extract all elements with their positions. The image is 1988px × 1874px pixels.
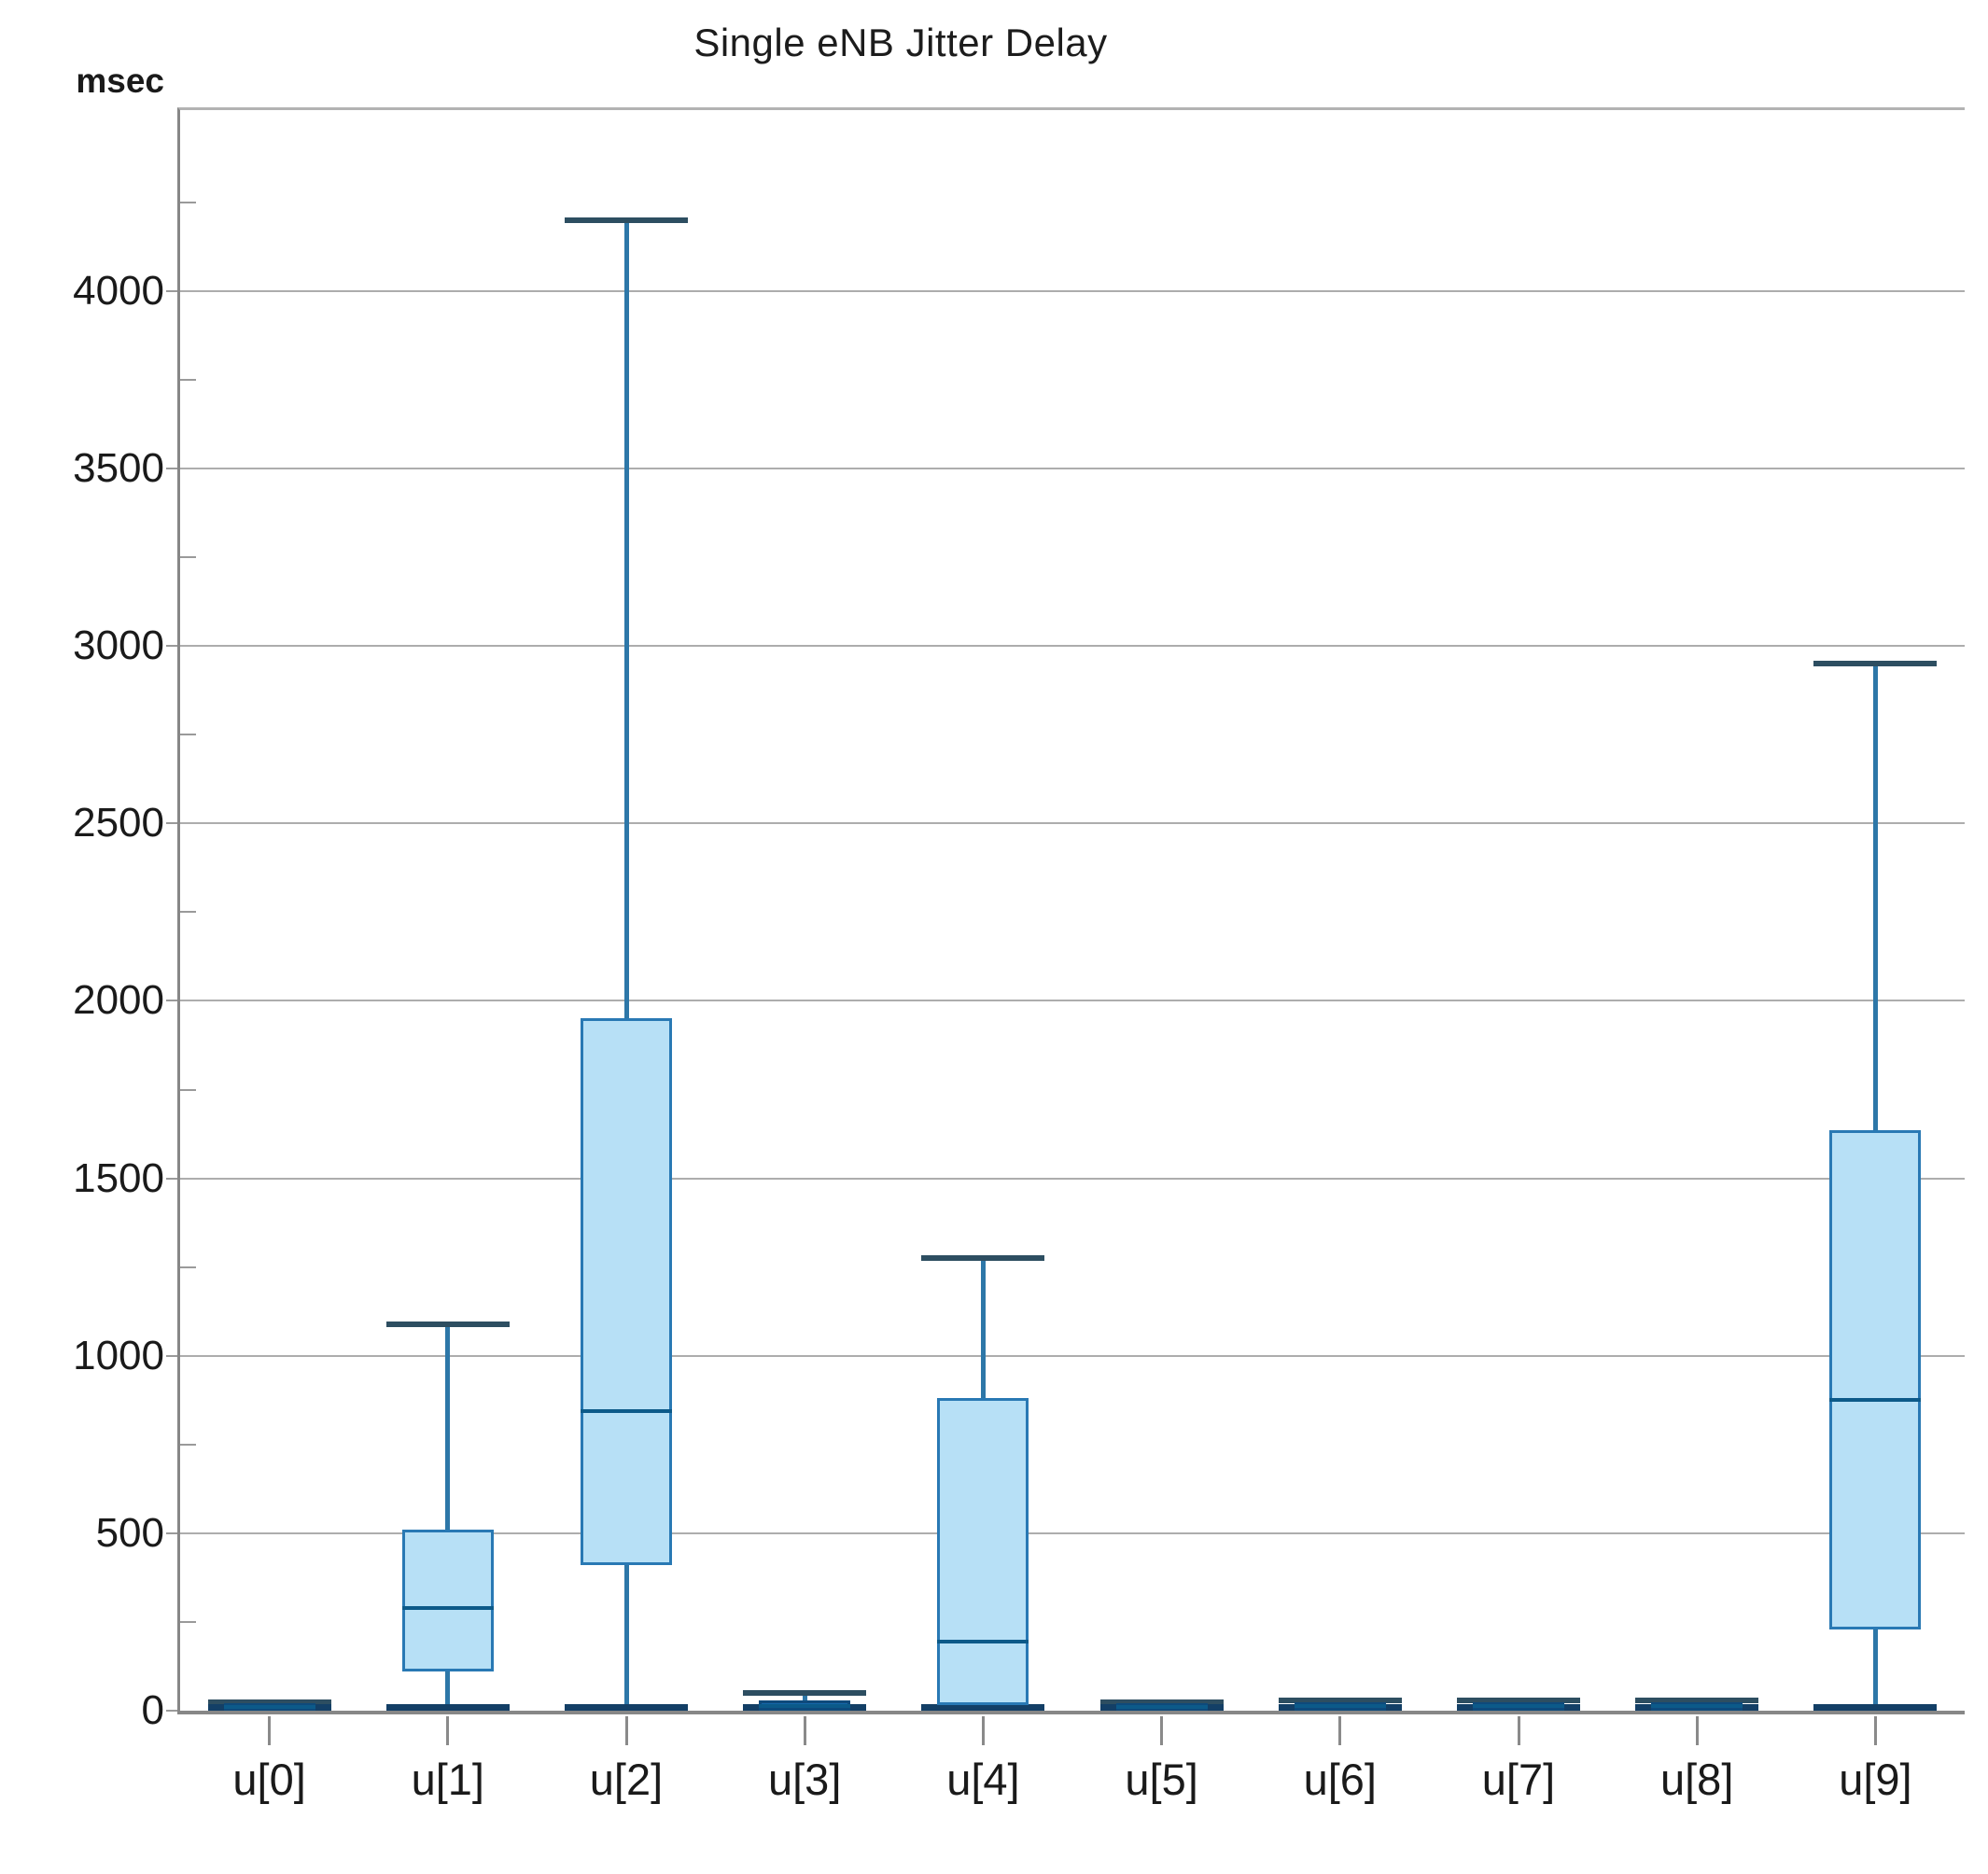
gridline-3500	[180, 468, 1965, 470]
whisker-cap-bottom	[1813, 1704, 1938, 1711]
x-tick-label-9: u[9]	[1839, 1755, 1912, 1804]
y-axis-major-tick	[166, 1354, 177, 1357]
median-line	[1115, 1705, 1208, 1710]
chart-title: Single eNB Jitter Delay	[693, 21, 1108, 64]
x-axis-tick	[1160, 1716, 1164, 1745]
y-axis-major-tick	[166, 1531, 177, 1534]
y-axis-minor-tick	[180, 911, 196, 914]
y-axis-major-tick	[166, 645, 177, 648]
median-line	[223, 1705, 315, 1710]
y-axis-major-tick	[166, 822, 177, 825]
gridline-4000	[180, 289, 1965, 292]
y-tick-label: 3500	[73, 445, 164, 492]
x-axis-tick	[1338, 1716, 1342, 1745]
x-axis-tick	[446, 1716, 450, 1745]
y-axis-minor-tick	[180, 201, 196, 203]
y-axis-unit-label: msec	[76, 62, 164, 100]
x-tick-label-3: u[3]	[767, 1755, 842, 1804]
y-tick-label: 4000	[73, 267, 164, 314]
y-axis-minor-tick	[180, 1443, 196, 1446]
y-axis-minor-tick	[180, 379, 196, 382]
y-tick-label: 2000	[73, 977, 164, 1024]
y-tick-label: 3000	[73, 622, 164, 669]
gridline-2500	[180, 822, 1965, 825]
iqr-box	[581, 1018, 672, 1566]
whisker-cap-bottom	[921, 1704, 1045, 1711]
box-plot-u[8]	[180, 110, 1965, 1711]
gridline-3000	[180, 645, 1965, 648]
x-axis-tick	[981, 1716, 985, 1745]
gridline-1000	[180, 1354, 1965, 1357]
median-line	[1473, 1704, 1564, 1709]
whisker-cap-top	[743, 1690, 867, 1696]
x-axis-tick	[624, 1716, 628, 1745]
median-line	[1651, 1704, 1743, 1709]
box-plot-u[7]	[180, 110, 1965, 1711]
gridline-2000	[180, 1000, 1965, 1002]
box-plot-u[3]	[180, 110, 1965, 1711]
y-axis-major-tick	[166, 468, 177, 470]
median-line	[759, 1704, 851, 1709]
whisker-cap-top	[1813, 661, 1938, 667]
y-tick-label: 500	[95, 1509, 164, 1556]
x-axis-tick	[1517, 1716, 1520, 1745]
y-axis-minor-tick	[180, 734, 196, 736]
median-line	[1829, 1398, 1922, 1403]
y-axis-minor-tick	[180, 556, 196, 559]
plot-area	[177, 107, 1965, 1714]
box-plot-u[5]	[180, 110, 1965, 1711]
whisker-line	[445, 1323, 451, 1711]
x-tick-label-4: u[4]	[946, 1755, 1020, 1804]
iqr-box	[937, 1398, 1029, 1706]
x-tick-label-0: u[0]	[232, 1755, 306, 1804]
y-axis-minor-tick	[180, 1620, 196, 1623]
whisker-cap-top	[565, 217, 688, 223]
whisker-cap-top	[1099, 1699, 1224, 1705]
x-tick-label-6: u[6]	[1303, 1755, 1377, 1804]
median-line	[937, 1639, 1029, 1643]
x-tick-label-5: u[5]	[1125, 1755, 1198, 1804]
y-axis-minor-tick	[180, 1088, 196, 1091]
y-axis-major-tick	[166, 1710, 177, 1712]
box-plot-u[1]	[180, 110, 1965, 1711]
x-axis-tick	[268, 1716, 272, 1745]
box-plot-u[4]	[180, 110, 1965, 1711]
whisker-cap-top	[1635, 1697, 1759, 1703]
box-plot-u[2]	[180, 110, 1965, 1711]
gridline-1500	[180, 1177, 1965, 1180]
box-plot-u[6]	[180, 110, 1965, 1711]
x-tick-label-2: u[2]	[589, 1755, 664, 1804]
whisker-cap-top	[207, 1699, 331, 1705]
y-tick-label: 2500	[73, 800, 164, 846]
y-tick-label: 1000	[73, 1332, 164, 1378]
x-tick-label-1: u[1]	[411, 1755, 484, 1804]
y-axis-major-tick	[166, 289, 177, 292]
median-line	[581, 1408, 672, 1413]
whisker-cap-top	[1278, 1697, 1402, 1703]
whisker-cap-top	[1457, 1697, 1580, 1703]
gridline-500	[180, 1531, 1965, 1534]
y-axis-major-tick	[166, 1000, 177, 1002]
y-tick-label: 0	[141, 1687, 164, 1733]
iqr-box	[401, 1530, 494, 1672]
x-axis-tick	[1873, 1716, 1877, 1745]
x-tick-label-8: u[8]	[1659, 1755, 1734, 1804]
y-axis-minor-tick	[180, 1266, 196, 1268]
x-axis-tick	[1695, 1716, 1699, 1745]
x-axis-tick	[803, 1716, 806, 1745]
whisker-cap-bottom	[385, 1704, 510, 1711]
whisker-cap-top	[385, 1321, 510, 1327]
box-plot-u[0]	[180, 110, 1965, 1711]
whisker-line	[623, 219, 629, 1711]
median-line	[401, 1605, 494, 1610]
whisker-cap-top	[921, 1255, 1045, 1262]
y-tick-label: 1500	[73, 1154, 164, 1201]
iqr-box	[1829, 1130, 1922, 1629]
median-line	[1294, 1704, 1386, 1709]
whisker-cap-bottom	[565, 1704, 688, 1711]
y-axis-major-tick	[166, 1177, 177, 1180]
box-plot-u[9]	[180, 110, 1965, 1711]
x-tick-label-7: u[7]	[1481, 1755, 1556, 1804]
